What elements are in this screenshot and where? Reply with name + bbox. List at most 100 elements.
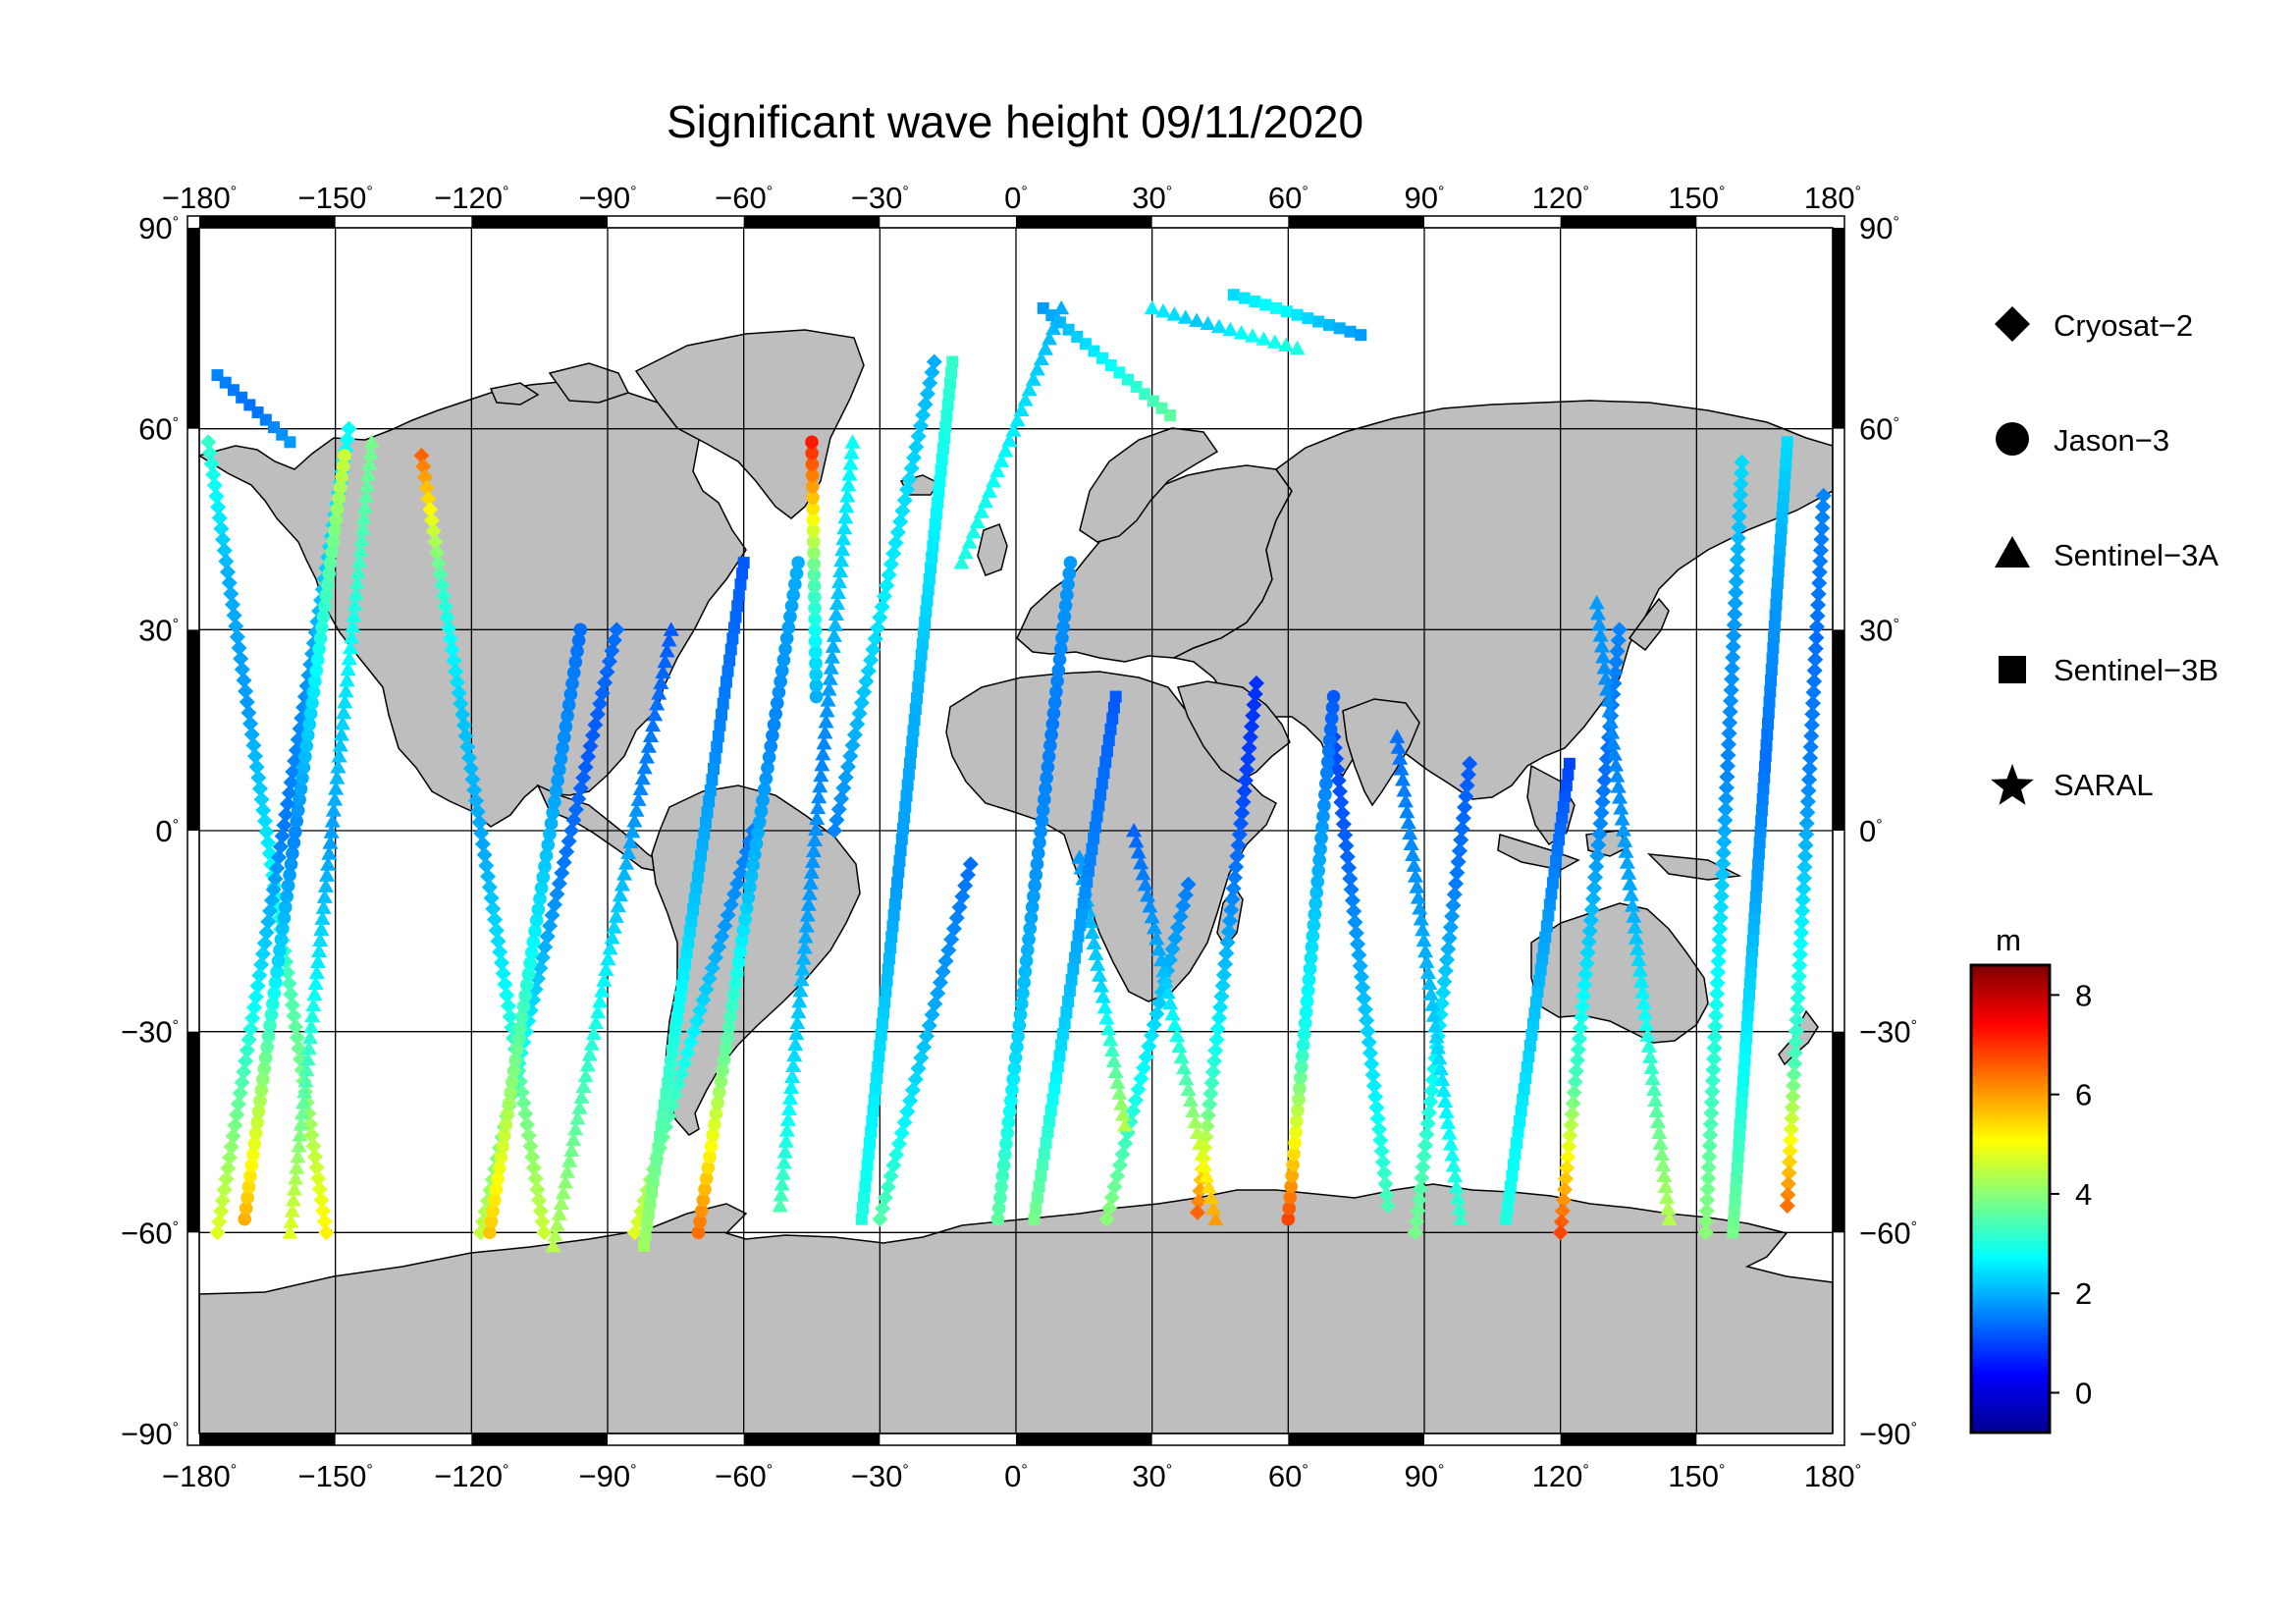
square-track-point xyxy=(874,1039,886,1052)
square-track-point xyxy=(1104,723,1117,735)
circle-track-point xyxy=(318,599,332,614)
diamond-track-point xyxy=(228,618,244,634)
square-track-point xyxy=(706,774,719,786)
triangle-track-point xyxy=(655,664,671,679)
triangle-track-point xyxy=(356,499,373,514)
diamond-track-point xyxy=(1789,1001,1806,1017)
square-track-point xyxy=(908,714,921,727)
circle-track-point xyxy=(1062,567,1077,580)
circle-track-point xyxy=(805,468,820,482)
circle-track-point xyxy=(805,435,819,450)
circle-track-point xyxy=(711,1096,724,1110)
triangle-track-point xyxy=(285,1192,301,1207)
square-track-point xyxy=(1743,977,1756,990)
triangle-track-point xyxy=(794,961,811,976)
diamond-track-point xyxy=(210,499,227,515)
diamond-track-point xyxy=(604,642,620,659)
triangle-track-point xyxy=(1103,1042,1120,1057)
diamond-track-point xyxy=(240,705,257,722)
diamond-track-point xyxy=(243,727,260,743)
triangle-track-point xyxy=(313,921,330,936)
circle-track-point xyxy=(239,1201,253,1216)
diamond-track-point xyxy=(205,466,222,483)
triangle-track-point xyxy=(1178,1070,1195,1086)
triangle-track-point xyxy=(1115,1107,1132,1121)
circle-track-point xyxy=(809,678,824,693)
circle-track-point xyxy=(1041,749,1056,764)
diamond-track-point xyxy=(449,674,465,690)
diamond-track-point xyxy=(1812,542,1829,559)
diamond-track-point xyxy=(839,758,856,775)
triangle-track-point xyxy=(346,607,362,622)
triangle-track-point xyxy=(1619,854,1635,869)
diamond-track-point xyxy=(1732,486,1748,503)
square-track-point xyxy=(1081,876,1094,889)
diamond-track-point xyxy=(1239,761,1255,778)
circle-track-point xyxy=(1314,831,1328,845)
square-track-point xyxy=(712,730,724,742)
diamond-track-point xyxy=(1226,869,1243,886)
triangle-track-point xyxy=(1600,692,1617,707)
diamond-track-point xyxy=(833,790,850,807)
triangle-track-point xyxy=(634,770,651,785)
diamond-track-point xyxy=(842,748,859,765)
diamond-track-point xyxy=(1246,696,1262,713)
circle-track-point xyxy=(299,738,314,753)
triangle-track-point xyxy=(1618,843,1634,858)
triangle-track-point xyxy=(797,929,814,944)
circle-track-point xyxy=(502,1096,516,1110)
diamond-track-point xyxy=(1725,649,1741,666)
circle-track-point xyxy=(251,1105,266,1118)
square-track-point xyxy=(1768,630,1781,643)
square-track-point xyxy=(1238,292,1251,304)
diamond-track-point xyxy=(912,417,929,434)
triangle-track-point xyxy=(827,617,843,631)
circle-track-point xyxy=(288,825,302,839)
circle-track-point xyxy=(280,890,294,903)
square-track-point xyxy=(719,686,731,699)
diamond-track-point xyxy=(451,684,467,701)
diamond-track-point xyxy=(227,1117,243,1134)
triangle-track-point xyxy=(347,585,364,601)
square-track-point xyxy=(1504,1180,1517,1193)
circle-marker-icon xyxy=(1996,422,2029,456)
diamond-track-point xyxy=(1714,877,1731,893)
frame-segment-left xyxy=(187,228,199,429)
triangle-track-point xyxy=(828,606,844,621)
triangle-track-point xyxy=(575,1078,592,1094)
series-square xyxy=(211,289,1793,1252)
triangle-track-point xyxy=(772,1198,788,1213)
square-track-point xyxy=(734,578,747,591)
diamond-track-point xyxy=(830,801,847,818)
triangle-track-point xyxy=(1655,1157,1672,1172)
circle-track-point xyxy=(330,502,345,516)
triangle-track-point xyxy=(1148,930,1165,946)
square-track-point xyxy=(1107,701,1120,714)
diamond-track-point xyxy=(1418,1126,1435,1143)
circle-track-point xyxy=(293,792,306,807)
diamond-track-point xyxy=(495,965,511,982)
circle-track-point xyxy=(523,956,537,971)
diamond-track-point xyxy=(601,653,617,670)
square-track-point xyxy=(911,692,924,705)
triangle-track-point xyxy=(561,1153,578,1167)
triangle-track-point xyxy=(328,781,345,795)
square-track-point xyxy=(1510,1137,1522,1150)
triangle-track-point xyxy=(331,748,347,763)
diamond-track-point xyxy=(255,802,272,819)
square-track-point xyxy=(919,616,932,628)
triangle-track-point xyxy=(1608,757,1625,772)
lat-tick-label-right: 0° xyxy=(1859,814,1883,848)
diamond-track-point xyxy=(1780,1175,1796,1192)
diamond-track-point xyxy=(1141,1038,1157,1055)
circle-track-point xyxy=(533,892,547,906)
circle-track-point xyxy=(1295,1059,1308,1074)
circle-track-point xyxy=(1302,972,1316,987)
triangle-track-point xyxy=(812,778,828,793)
lat-tick-label-right: −60° xyxy=(1859,1216,1917,1250)
square-track-point xyxy=(677,968,690,981)
triangle-track-point xyxy=(1278,337,1295,352)
diamond-track-point xyxy=(262,902,279,919)
diamond-track-point xyxy=(930,985,946,1001)
diamond-track-point xyxy=(899,1104,916,1120)
